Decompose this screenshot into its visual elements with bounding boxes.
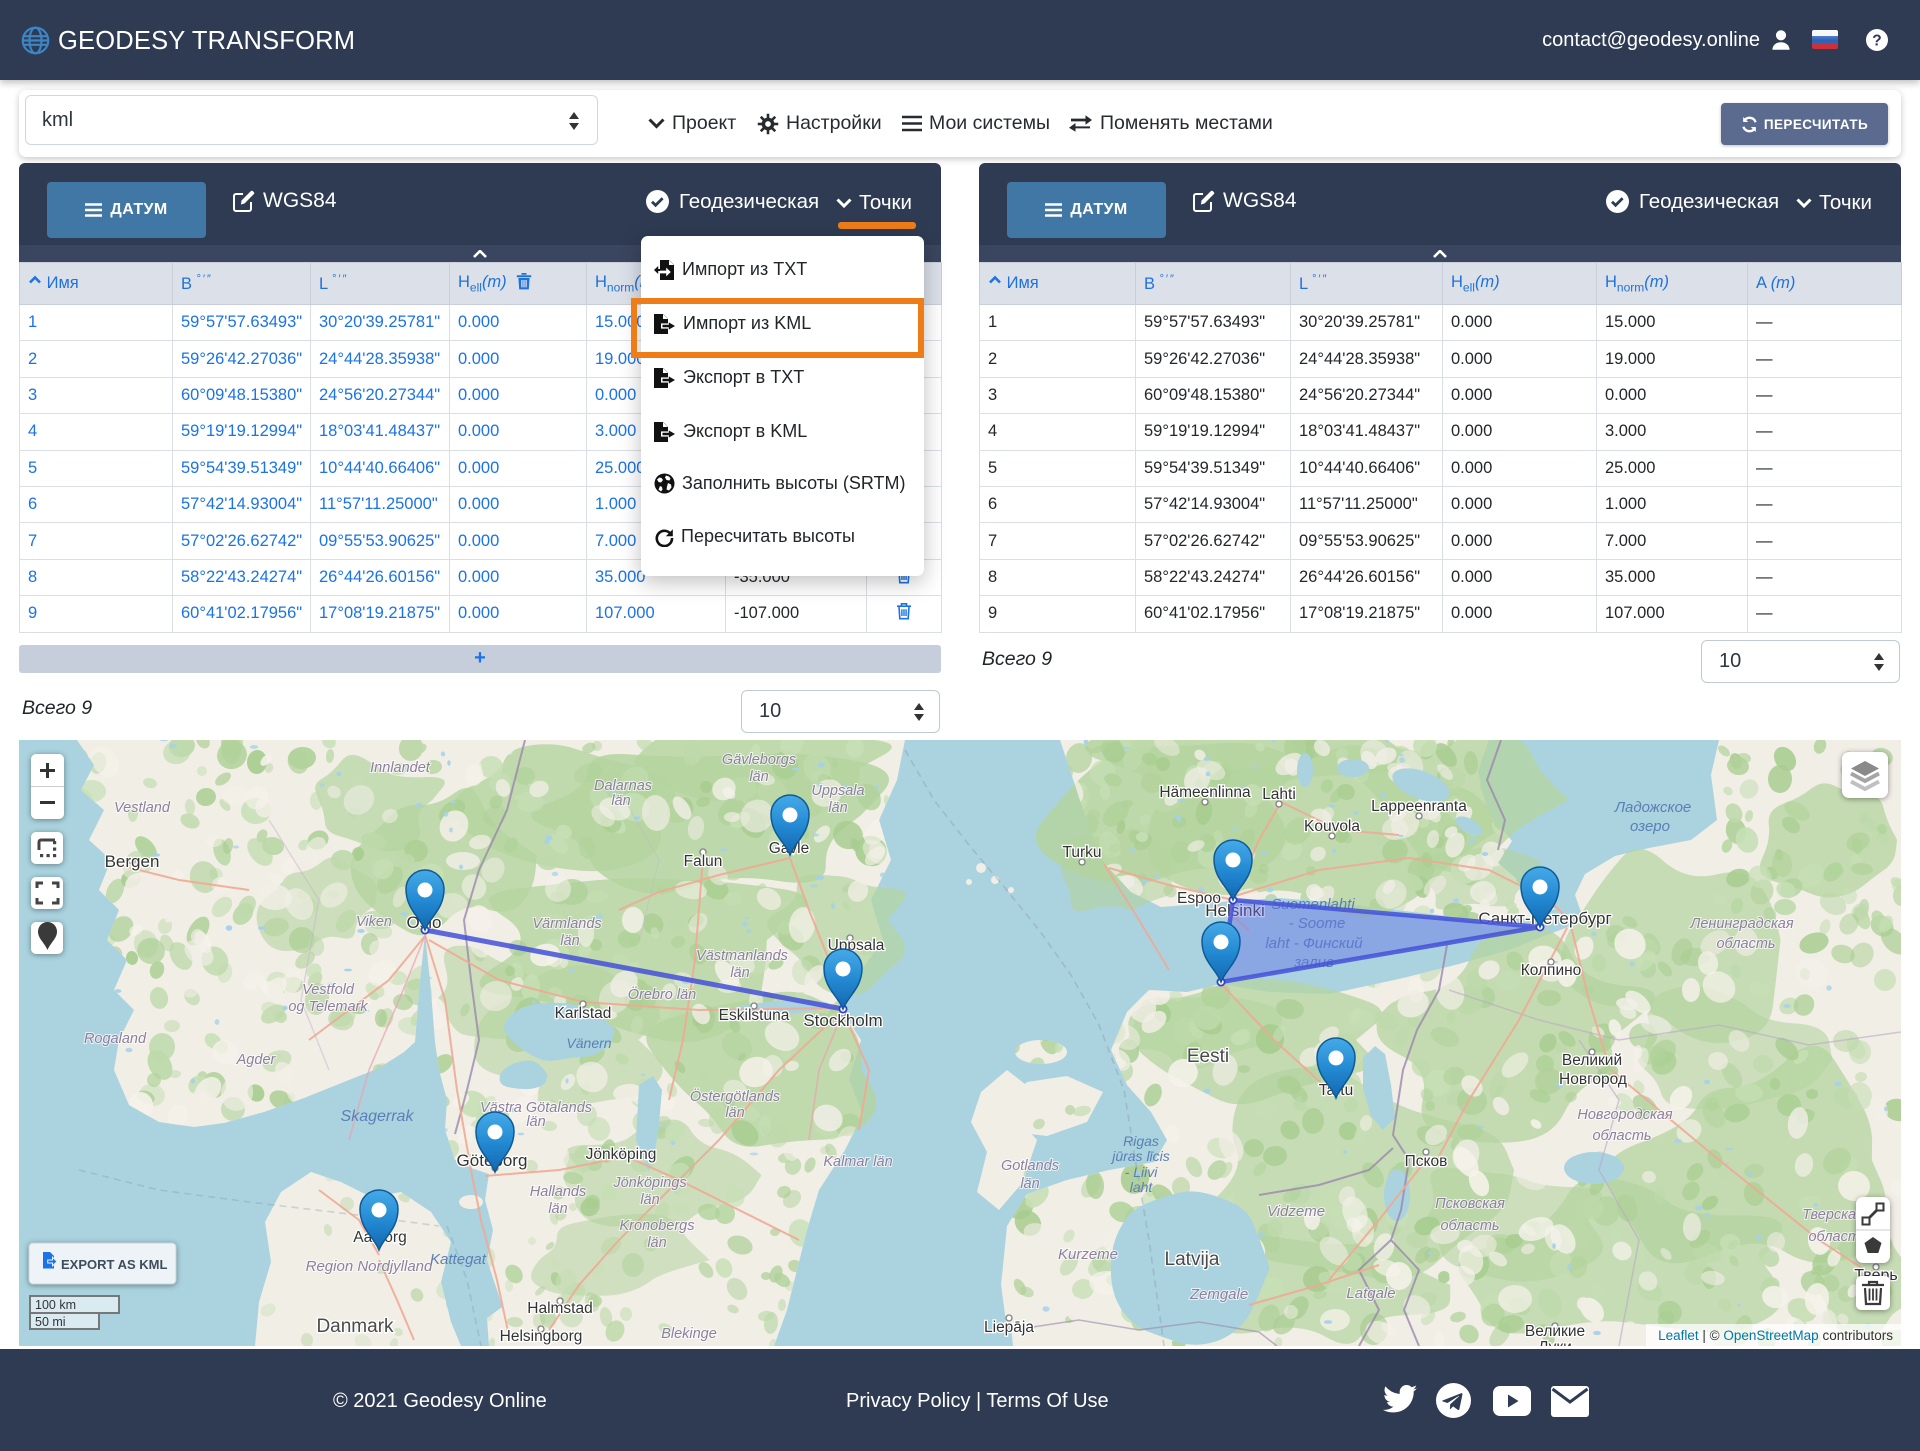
- svg-text:EXPORT AS KML: EXPORT AS KML: [61, 1257, 167, 1272]
- svg-text:Jönköping: Jönköping: [586, 1146, 657, 1163]
- svg-text:Kurzeme: Kurzeme: [1058, 1246, 1118, 1263]
- svg-text:Ленинградская: Ленинградская: [1689, 916, 1793, 932]
- svg-text:län: län: [725, 1105, 744, 1121]
- svg-text:Lahti: Lahti: [1262, 786, 1296, 803]
- svg-text:län: län: [1020, 1176, 1039, 1192]
- svg-text:Колпино: Колпино: [1521, 962, 1582, 979]
- svg-text:Kattegat: Kattegat: [430, 1251, 487, 1268]
- svg-text:Västra Götalands: Västra Götalands: [480, 1100, 592, 1116]
- svg-text:Dalarnas: Dalarnas: [594, 778, 652, 794]
- svg-text:Rogaland: Rogaland: [84, 1031, 147, 1047]
- svg-text:Луки: Луки: [1538, 1339, 1572, 1346]
- svg-text:Latgale: Latgale: [1346, 1285, 1395, 1302]
- svg-text:Lappeenranta: Lappeenranta: [1371, 798, 1467, 815]
- svg-text:Örebro län: Örebro län: [628, 985, 697, 1003]
- svg-text:- Soome: - Soome: [1289, 915, 1346, 932]
- svg-text:Latvija: Latvija: [1165, 1249, 1220, 1270]
- svg-text:100 km: 100 km: [35, 1298, 76, 1312]
- svg-text:область: область: [1440, 1218, 1499, 1234]
- svg-text:län: län: [730, 965, 749, 981]
- svg-text:Vestland: Vestland: [114, 800, 171, 816]
- svg-text:Falun: Falun: [684, 853, 723, 870]
- svg-text:50 mi: 50 mi: [35, 1315, 66, 1329]
- svg-text:Zemgale: Zemgale: [1189, 1286, 1248, 1303]
- svg-text:озеро: озеро: [1630, 818, 1670, 835]
- svg-text:область: область: [1808, 1229, 1867, 1245]
- svg-text:Östergötlands: Östergötlands: [690, 1087, 780, 1105]
- svg-text:Eskilstuna: Eskilstuna: [719, 1007, 790, 1024]
- svg-text:Gotlands: Gotlands: [1001, 1158, 1059, 1174]
- svg-text:Новгород: Новгород: [1559, 1071, 1627, 1088]
- svg-text:Västmanlands: Västmanlands: [696, 948, 788, 964]
- svg-text:län: län: [828, 800, 847, 816]
- svg-text:Skagerrak: Skagerrak: [341, 1108, 415, 1125]
- svg-text:län: län: [560, 933, 579, 949]
- svg-text:län: län: [548, 1201, 567, 1217]
- svg-text:Värmlands: Värmlands: [532, 916, 601, 932]
- svg-text:Danmark: Danmark: [316, 1316, 394, 1337]
- svg-text:Vidzeme: Vidzeme: [1267, 1203, 1325, 1220]
- svg-text:Gävleborgs: Gävleborgs: [722, 752, 796, 768]
- svg-text:Kouvola: Kouvola: [1304, 818, 1360, 835]
- svg-text:Bergen: Bergen: [105, 852, 160, 871]
- svg-text:Vänern: Vänern: [566, 1035, 611, 1051]
- svg-text:Blekinge: Blekinge: [661, 1326, 717, 1342]
- svg-text:Rigas: Rigas: [1123, 1133, 1159, 1149]
- svg-text:Тверская: Тверская: [1802, 1207, 1864, 1223]
- svg-text:Helsinki: Helsinki: [1205, 901, 1265, 920]
- svg-text:Karlstad: Karlstad: [555, 1005, 612, 1022]
- svg-text:Псковская: Псковская: [1435, 1196, 1505, 1212]
- svg-text:län: län: [647, 1235, 666, 1251]
- svg-text:laht: laht: [1130, 1179, 1154, 1195]
- svg-text:Vestfold: Vestfold: [302, 982, 355, 998]
- svg-text:Region Nordjylland: Region Nordjylland: [306, 1258, 433, 1275]
- svg-text:laht - Финский: laht - Финский: [1265, 935, 1363, 952]
- svg-text:og Telemark: og Telemark: [288, 999, 368, 1015]
- svg-text:Ладожское: Ладожское: [1614, 799, 1692, 816]
- svg-text:Turku: Turku: [1062, 844, 1101, 861]
- svg-text:Псков: Псков: [1405, 1153, 1448, 1170]
- svg-text:Innlandet: Innlandet: [370, 760, 431, 776]
- svg-text:область: область: [1716, 936, 1775, 952]
- svg-text:Viken: Viken: [356, 914, 392, 930]
- svg-text:Halmstad: Halmstad: [527, 1300, 592, 1317]
- svg-text:Leaflet | © OpenStreetMap cont: Leaflet | © OpenStreetMap contributors: [1658, 1328, 1893, 1343]
- svg-text:Великий: Великий: [1562, 1052, 1622, 1069]
- svg-text:область: область: [1592, 1128, 1651, 1144]
- svg-text:Eesti: Eesti: [1187, 1046, 1229, 1067]
- svg-text:Великие: Великие: [1525, 1323, 1585, 1340]
- svg-text:Jönköpings: Jönköpings: [612, 1175, 686, 1191]
- svg-text:Kronobergs: Kronobergs: [620, 1218, 695, 1234]
- svg-text:Kalmar län: Kalmar län: [823, 1154, 892, 1170]
- svg-text:Новгородская: Новгородская: [1577, 1107, 1672, 1123]
- svg-text:län: län: [749, 769, 768, 785]
- svg-text:Hämeenlinna: Hämeenlinna: [1159, 784, 1251, 801]
- svg-text:län: län: [611, 793, 630, 809]
- svg-text:Liepāja: Liepāja: [984, 1319, 1034, 1336]
- svg-text:?: ?: [1872, 32, 1881, 49]
- svg-text:Agder: Agder: [236, 1052, 277, 1068]
- svg-text:- Liivi: - Liivi: [1125, 1164, 1159, 1180]
- svg-text:län: län: [526, 1114, 545, 1130]
- svg-text:Espoo: Espoo: [1177, 890, 1221, 907]
- svg-text:jūras līcis: jūras līcis: [1110, 1148, 1170, 1164]
- svg-text:Uppsala: Uppsala: [811, 783, 864, 799]
- svg-text:län: län: [640, 1192, 659, 1208]
- svg-text:Helsingborg: Helsingborg: [500, 1328, 583, 1345]
- svg-text:Stockholm: Stockholm: [803, 1011, 882, 1030]
- svg-text:Hallands: Hallands: [530, 1184, 586, 1200]
